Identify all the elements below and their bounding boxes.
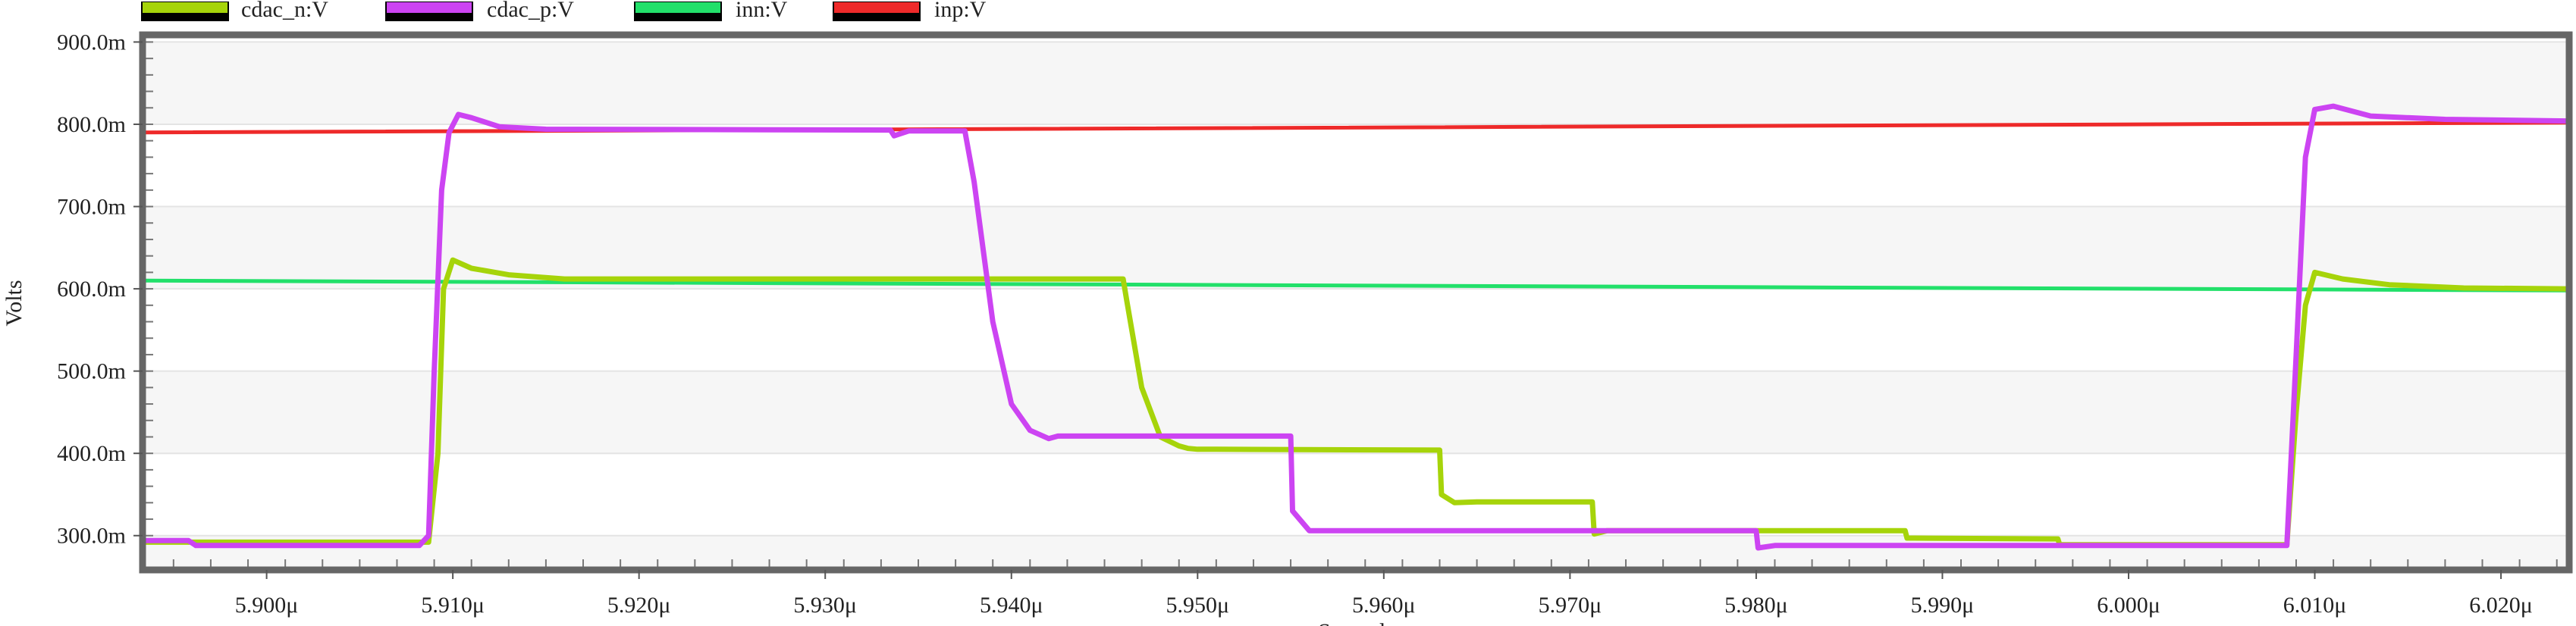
grid-band <box>146 206 2566 290</box>
y-axis-ticks: 300.0m 400.0m 500.0m 600.0m 700.0m 800.0m 900.… <box>57 30 143 549</box>
plot-frame <box>139 31 2573 574</box>
x-axis-title: Seconds <box>1318 619 1394 626</box>
legend: cdac_n:V cdac_p:V inn:V inp:V <box>141 0 987 22</box>
legend-item-cdac-p[interactable]: cdac_p:V <box>385 0 574 22</box>
grid-band <box>146 535 2566 567</box>
x-tick-label: 5.960μ <box>1352 593 1416 618</box>
x-tick-label: 6.000μ <box>2097 593 2160 618</box>
legend-item-inp[interactable]: inp:V <box>833 0 987 22</box>
x-axis-ticks: 5.900μ 5.910μ 5.920μ 5.930μ 5.940μ 5.950μ 5.96… <box>235 570 2533 618</box>
legend-label-cdac-p: cdac_p:V <box>487 0 574 22</box>
legend-item-cdac-n[interactable]: cdac_n:V <box>141 0 328 22</box>
legend-swatch-cdac-n-fill <box>143 2 227 13</box>
legend-label-cdac-n: cdac_n:V <box>241 0 328 22</box>
x-tick-label: 5.980μ <box>1724 593 1788 618</box>
plot-series <box>143 103 2569 551</box>
x-tick-label: 6.020μ <box>2469 593 2533 618</box>
y-tick-label: 500.0m <box>57 359 126 384</box>
series-line-cdac-n-v[interactable] <box>143 257 2569 548</box>
x-tick-label: 6.010μ <box>2283 593 2347 618</box>
legend-swatch-inp-fill <box>834 2 919 13</box>
legend-label-inn: inn:V <box>736 0 788 22</box>
series-line-cdac-p-v[interactable] <box>143 103 2569 551</box>
y-tick-label: 300.0m <box>57 524 126 549</box>
x-tick-label: 5.920μ <box>607 593 671 618</box>
y-tick-label: 400.0m <box>57 441 126 466</box>
legend-item-inn[interactable]: inn:V <box>634 0 788 22</box>
minor-ticks <box>146 41 2558 567</box>
y-tick-label: 700.0m <box>57 195 126 220</box>
plot-bands <box>146 38 2566 567</box>
x-tick-label: 5.910μ <box>421 593 485 618</box>
x-tick-label: 5.930μ <box>793 593 857 618</box>
y-axis-title: Volts <box>2 280 27 326</box>
grid-band <box>146 42 2566 124</box>
y-tick-label: 800.0m <box>57 112 126 137</box>
x-tick-label: 5.990μ <box>1911 593 1975 618</box>
x-tick-label: 5.950μ <box>1166 593 1229 618</box>
x-tick-label: 5.940μ <box>980 593 1043 618</box>
series-line-inn-v[interactable] <box>143 278 2568 293</box>
legend-swatch-cdac-p-fill <box>387 2 472 13</box>
legend-swatch-inn-fill <box>635 2 720 13</box>
x-tick-label: 5.900μ <box>235 593 299 618</box>
grid-band <box>146 371 2566 454</box>
y-tick-label: 600.0m <box>57 277 126 302</box>
x-tick-label: 5.970μ <box>1539 593 1602 618</box>
legend-label-inp: inp:V <box>934 0 987 22</box>
y-tick-label: 900.0m <box>57 30 126 55</box>
